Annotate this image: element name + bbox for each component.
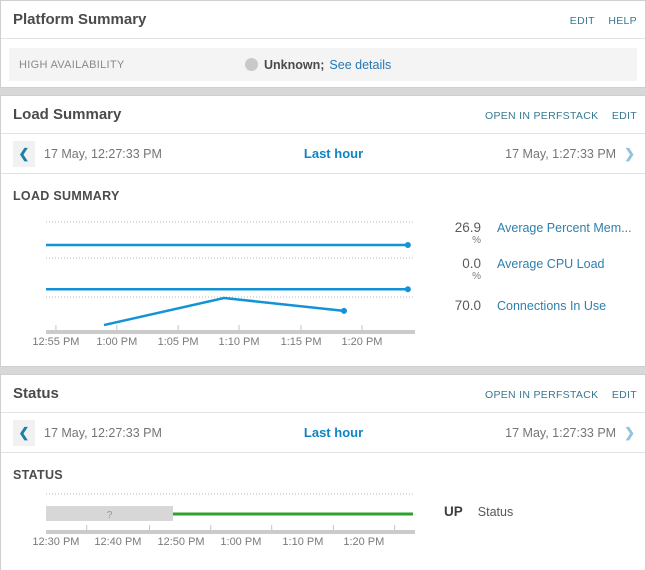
see-details-link[interactable]: See details: [329, 57, 392, 72]
status-chart: ? 12:30 PM 12:40 PM 12:50 PM 1:00 PM 1:10 PM 1…: [32, 493, 415, 548]
load-summary-title: Load Summary: [13, 106, 122, 123]
time-range-start: 17 May, 12:27:33 PM: [44, 425, 162, 440]
status-unknown-icon: [245, 58, 258, 71]
series-link-memory[interactable]: Average Percent Mem...: [497, 221, 632, 235]
svg-text:?: ?: [107, 510, 113, 521]
status-chart-area: ? 12:30 PM 12:40 PM 12:50 PM 1:00 PM 1:10 PM 1…: [1, 486, 645, 566]
load-summary-chart-title: LOAD SUMMARY: [13, 189, 120, 203]
panel-load-summary: Load Summary OPEN IN PERFSTACK EDIT ❮ 17…: [0, 95, 646, 367]
edit-link[interactable]: EDIT: [611, 109, 637, 122]
svg-text:1:05 PM: 1:05 PM: [158, 336, 199, 348]
time-range-label[interactable]: Last hour: [303, 146, 364, 161]
status-unknown-text: Unknown;: [264, 57, 325, 72]
next-time-button[interactable]: ❯: [624, 424, 635, 440]
svg-text:1:10 PM: 1:10 PM: [219, 336, 260, 348]
open-in-perfstack-link[interactable]: OPEN IN PERFSTACK: [484, 388, 599, 401]
status-title: Status: [13, 385, 59, 402]
open-in-perfstack-link[interactable]: OPEN IN PERFSTACK: [484, 109, 599, 122]
svg-text:12:40 PM: 12:40 PM: [94, 536, 141, 548]
svg-text:1:10 PM: 1:10 PM: [282, 536, 323, 548]
svg-text:12:50 PM: 12:50 PM: [158, 536, 205, 548]
svg-text:1:15 PM: 1:15 PM: [281, 336, 322, 348]
legend-unit: %: [472, 271, 481, 282]
status-links: OPEN IN PERFSTACK EDIT: [476, 385, 637, 403]
status-legend: UP Status: [444, 504, 513, 519]
time-range-end: 17 May, 1:27:33 PM: [505, 425, 617, 440]
svg-text:1:20 PM: 1:20 PM: [343, 536, 384, 548]
page-title: Platform Summary: [13, 11, 147, 28]
status-chart-title: STATUS: [13, 468, 63, 482]
legend-unit: %: [472, 235, 481, 246]
load-summary-chart: 12:55 PM 1:00 PM 1:05 PM 1:10 PM 1:15 PM 1:20…: [32, 221, 415, 348]
status-label: Status: [477, 505, 514, 519]
platform-summary-links: EDIT HELP: [561, 11, 637, 29]
svg-text:1:20 PM: 1:20 PM: [342, 336, 383, 348]
status-header: Status OPEN IN PERFSTACK EDIT: [1, 375, 645, 413]
edit-link[interactable]: EDIT: [611, 388, 637, 401]
edit-link[interactable]: EDIT: [569, 14, 595, 27]
svg-text:1:00 PM: 1:00 PM: [220, 536, 261, 548]
panel-platform-summary: Platform Summary EDIT HELP HIGH AVAILABI…: [0, 0, 646, 88]
series-link-cpu[interactable]: Average CPU Load: [497, 257, 605, 271]
svg-text:12:30 PM: 12:30 PM: [32, 536, 79, 548]
legend-value: 26.9: [454, 220, 481, 235]
series-link-connections[interactable]: Connections In Use: [497, 299, 607, 313]
high-availability-row: HIGH AVAILABILITY Unknown; See details: [9, 48, 637, 81]
panel-status: Status OPEN IN PERFSTACK EDIT ❮ 17 May, …: [0, 374, 646, 570]
load-summary-links: OPEN IN PERFSTACK EDIT: [476, 106, 637, 124]
legend-value: 70.0: [454, 298, 481, 313]
legend-item: 70.0 Connections In Use: [441, 299, 606, 314]
help-link[interactable]: HELP: [608, 14, 637, 27]
svg-text:1:00 PM: 1:00 PM: [96, 336, 137, 348]
chevron-right-icon[interactable]: ❯: [624, 145, 635, 161]
prev-time-button[interactable]: ❮: [13, 140, 35, 167]
platform-summary-header: Platform Summary EDIT HELP: [1, 1, 645, 39]
time-nav-bar: ❮ 17 May, 12:27:33 PM Last hour 17 May, …: [1, 134, 645, 174]
time-nav-bar: ❮ 17 May, 12:27:33 PM Last hour 17 May, …: [1, 413, 645, 453]
load-summary-header: Load Summary OPEN IN PERFSTACK EDIT: [1, 96, 645, 134]
legend-item: 26.9 % Average Percent Mem...: [441, 220, 632, 247]
chevron-left-icon: ❮: [18, 424, 30, 440]
chevron-left-icon: ❮: [18, 145, 30, 161]
status-value: UP: [444, 504, 463, 519]
high-availability-status: Unknown; See details: [245, 58, 391, 72]
high-availability-label: HIGH AVAILABILITY: [19, 58, 125, 71]
legend-item: 0.0 % Average CPU Load: [441, 256, 605, 283]
prev-time-button[interactable]: ❮: [13, 419, 35, 446]
time-range-end: 17 May, 1:27:33 PM: [505, 146, 617, 161]
time-range-start: 17 May, 12:27:33 PM: [44, 146, 162, 161]
legend-value: 0.0: [462, 256, 481, 271]
time-range-label[interactable]: Last hour: [303, 425, 364, 440]
load-summary-chart-area: 12:55 PM 1:00 PM 1:05 PM 1:10 PM 1:15 PM 1:20…: [1, 207, 645, 359]
svg-text:12:55 PM: 12:55 PM: [32, 336, 79, 348]
